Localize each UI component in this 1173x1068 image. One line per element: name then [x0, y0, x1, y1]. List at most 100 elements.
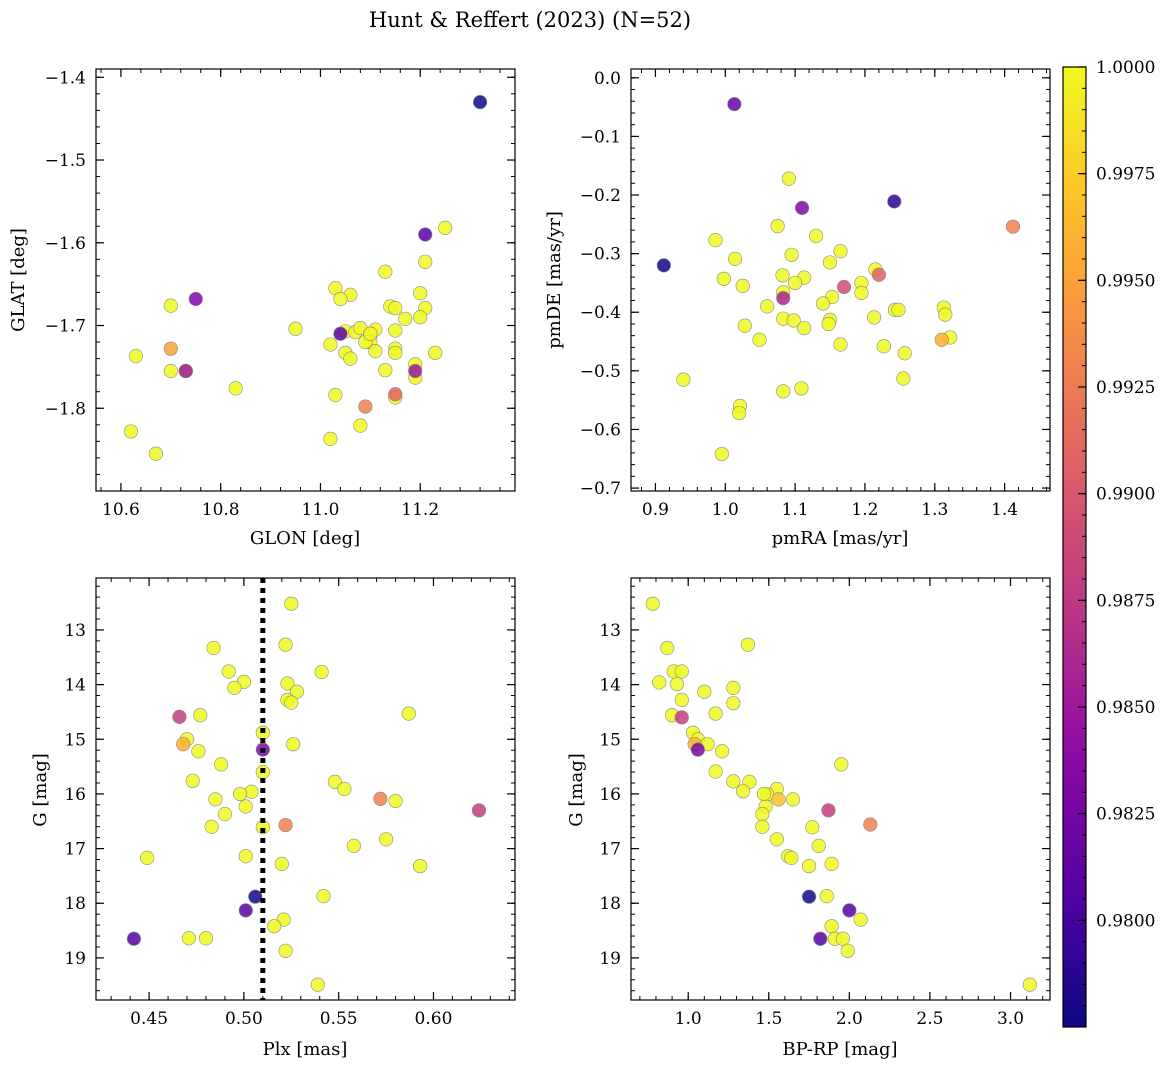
y-tick-label: 14: [599, 676, 621, 696]
x-tick-label: 0.55: [320, 1009, 358, 1029]
scatter-point: [1022, 977, 1037, 992]
scatter-point: [198, 931, 214, 946]
y-tick-label: 18: [64, 894, 86, 914]
scatter-point: [363, 326, 378, 341]
x-tick-label: 0.45: [130, 1009, 168, 1029]
x-tick-label: 10.8: [202, 500, 240, 520]
scatter-point: [740, 637, 755, 652]
scatter-point: [323, 337, 338, 352]
scatter-point: [278, 817, 293, 833]
scatter-point: [784, 850, 799, 865]
scatter-point: [781, 171, 796, 186]
x-axis-label: Plx [mas]: [263, 1039, 348, 1060]
panel-pm: pmRA [mas/yr] pmDE [mas/yr] 0.9 1.0 1.1 1.2…: [544, 68, 1051, 549]
scatter-point: [401, 706, 416, 721]
scatter-point: [398, 311, 413, 326]
scatter-point: [652, 675, 667, 690]
scatter-point: [188, 291, 203, 307]
colorbar-tick-label: 0.9875: [1096, 591, 1155, 611]
scatter-point: [824, 919, 839, 934]
scatter-point: [274, 856, 289, 871]
x-tick-label: 11.0: [302, 500, 340, 520]
scatter-point: [833, 337, 848, 352]
scatter-point: [756, 786, 772, 802]
scatter-point: [938, 307, 953, 322]
scatter-point: [854, 285, 869, 300]
y-tick-label: 0.0: [594, 69, 621, 89]
scatter-point: [378, 363, 393, 378]
scatter-point: [428, 345, 443, 360]
scatter-point: [676, 372, 691, 387]
scatter-point: [897, 346, 912, 361]
scatter-point: [797, 320, 812, 336]
scatter-point: [840, 943, 855, 958]
colorbar: 0.9800 0.9825 0.9850 0.9875 0.9900 0.9925 0.99…: [1062, 58, 1155, 1028]
scatter-point: [238, 799, 253, 814]
scatter-point: [373, 791, 388, 806]
scatter-point: [737, 318, 752, 333]
scatter-point: [876, 339, 891, 354]
x-tick-label: 2.5: [916, 1009, 943, 1029]
scatter-point: [346, 838, 361, 853]
scatter-point: [887, 194, 902, 209]
scatter-point: [413, 286, 428, 301]
x-tick-label: 1.0: [712, 500, 739, 520]
axes-frame: [630, 577, 1051, 1001]
scatter-point: [669, 676, 685, 692]
scatter-point: [788, 275, 803, 291]
scatter-point: [227, 680, 242, 695]
scatter-point: [727, 97, 742, 112]
panel-cmd: BP-RP [mag] G [mag] 1.0 1.5 2.0 2.5 3.0 13 14 1…: [566, 577, 1051, 1060]
scatter-point: [206, 640, 221, 656]
scatter-point: [238, 849, 253, 864]
scatter-point: [278, 943, 293, 958]
scatter-point: [248, 889, 263, 904]
scatter-point: [708, 706, 723, 721]
scatter-point: [697, 684, 712, 699]
scatter-point: [267, 919, 282, 934]
scatter-point: [140, 850, 155, 865]
scatter-point: [794, 200, 810, 216]
axes-frame: [95, 68, 516, 492]
scatter-point: [128, 349, 144, 364]
scatter-point: [726, 774, 741, 789]
scatter-point: [284, 695, 299, 710]
panel-sky: GLON [deg] GLAT [deg] 10.6 10.8 11.0 11.2 −1…: [8, 68, 516, 549]
x-tick-label: 1.0: [675, 1009, 702, 1029]
y-tick-label: −1.8: [45, 399, 86, 419]
y-axis-label: GLAT [deg]: [8, 228, 29, 332]
scatter-point: [333, 291, 348, 307]
scatter-point: [388, 301, 403, 316]
scatter-point: [378, 264, 393, 279]
scatter-point: [358, 399, 373, 414]
x-axis-label: pmRA [mas/yr]: [772, 528, 909, 549]
scatter-point: [891, 302, 906, 317]
scatter-point: [674, 692, 689, 707]
scatter-point: [221, 664, 236, 679]
x-tick-label: 0.50: [225, 1009, 263, 1029]
scatter-point: [727, 251, 743, 266]
scatter-point: [821, 316, 836, 332]
scatter-point: [726, 696, 741, 711]
scatter-point: [208, 792, 223, 807]
scatter-point: [811, 838, 826, 853]
y-tick-label: −0.2: [580, 186, 621, 206]
scatter-point: [805, 820, 820, 835]
scatter-point: [735, 784, 751, 799]
scatter-point: [775, 268, 790, 283]
scatter-point: [813, 931, 828, 946]
x-tick-label: 1.1: [782, 500, 809, 520]
scatter-point: [286, 737, 301, 752]
scatter-point: [123, 424, 139, 439]
scatter-point: [413, 858, 428, 874]
scatter-point: [163, 363, 178, 379]
scatter-point: [472, 94, 488, 110]
scatter-point: [801, 889, 817, 904]
scatter-point: [853, 912, 868, 927]
y-tick-label: 19: [64, 949, 86, 969]
scatter-point: [418, 227, 433, 242]
scatter-point: [896, 371, 911, 386]
scatter-point: [310, 977, 325, 992]
y-tick-label: 14: [64, 676, 86, 696]
scatter-point: [835, 931, 851, 946]
